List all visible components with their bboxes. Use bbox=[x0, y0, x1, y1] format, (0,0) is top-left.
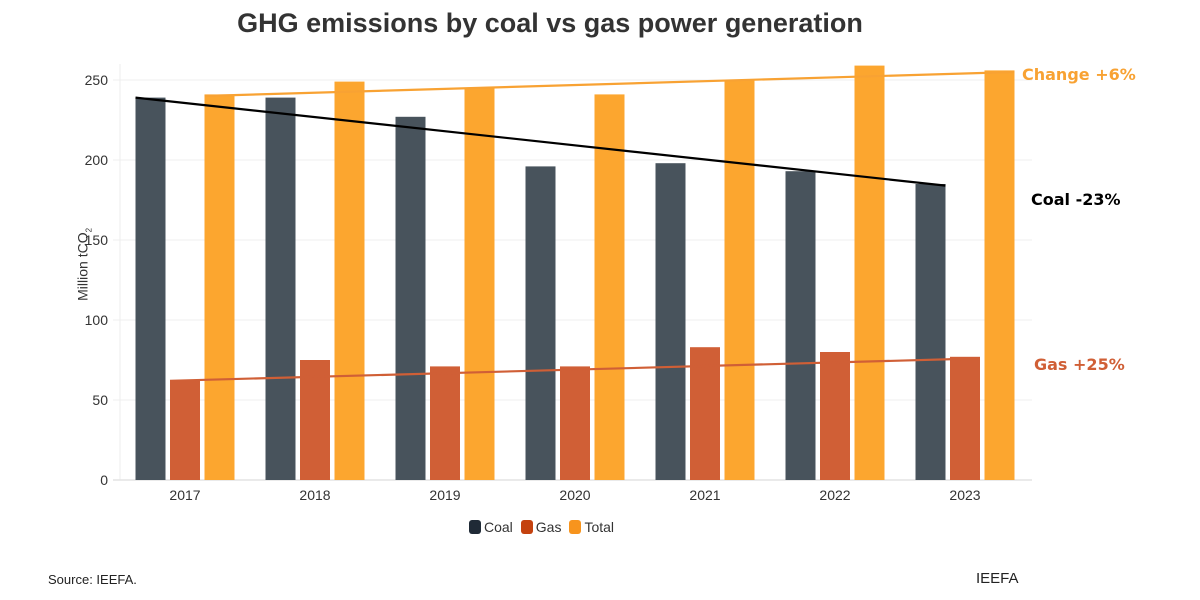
x-tick-label: 2019 bbox=[429, 487, 460, 503]
trendline-coal bbox=[135, 96, 946, 187]
y-tick-label: 150 bbox=[85, 232, 109, 248]
x-tick-labels: 2017 2018 2019 2020 2021 2022 2023 bbox=[169, 487, 980, 503]
y-tick-label: 250 bbox=[85, 72, 109, 88]
bar-gas-2020 bbox=[560, 366, 590, 480]
x-tick-label: 2017 bbox=[169, 487, 200, 503]
legend-item-total[interactable]: Total bbox=[569, 519, 614, 535]
bar-total-2021 bbox=[724, 80, 755, 480]
y-tick-label: 0 bbox=[100, 472, 108, 488]
trendline-gas bbox=[169, 357, 981, 382]
legend-swatch-coal bbox=[468, 520, 481, 534]
legend-swatch-total bbox=[569, 520, 582, 534]
trendline-total bbox=[204, 70, 1015, 98]
bar-coal-2018 bbox=[265, 97, 296, 480]
bar-gas-2019 bbox=[430, 366, 460, 480]
bar-gas-2017 bbox=[170, 380, 200, 480]
bar-total-2023 bbox=[984, 70, 1015, 481]
x-tick-label: 2022 bbox=[819, 487, 850, 503]
source-note: Source: IEEFA. bbox=[48, 572, 137, 587]
y-tick-labels: 0 50 100 150 200 250 bbox=[85, 72, 109, 488]
annotation-coal-change: Coal -23% bbox=[1031, 190, 1121, 209]
bar-total-2017 bbox=[204, 94, 235, 481]
y-tick-label: 100 bbox=[85, 312, 109, 328]
bar-gas-2023 bbox=[950, 356, 980, 480]
legend-item-gas[interactable]: Gas bbox=[520, 519, 562, 535]
bar-coal-2019 bbox=[395, 116, 426, 481]
x-tick-label: 2023 bbox=[949, 487, 980, 503]
bar-coal-2020 bbox=[525, 166, 556, 480]
y-tick-label: 200 bbox=[85, 152, 109, 168]
bar-coal-2017 bbox=[135, 97, 166, 480]
annotation-total-change: Change +6% bbox=[1022, 65, 1136, 84]
bar-gas-2018 bbox=[300, 360, 330, 480]
annotation-gas-change: Gas +25% bbox=[1034, 355, 1125, 374]
bar-total-2019 bbox=[464, 88, 495, 480]
x-tick-label: 2021 bbox=[689, 487, 720, 503]
chart-title: GHG emissions by coal vs gas power gener… bbox=[237, 8, 863, 38]
brand-label: IEEFA bbox=[976, 570, 1019, 587]
x-tick-label: 2020 bbox=[559, 487, 590, 503]
bar-coal-2022 bbox=[785, 171, 816, 480]
bar-total-2018 bbox=[334, 81, 365, 480]
x-tick-label: 2018 bbox=[299, 487, 330, 503]
bar-total-2022 bbox=[854, 65, 885, 480]
legend-swatch-gas bbox=[520, 520, 533, 534]
legend-label-coal: Coal bbox=[483, 519, 513, 535]
legend-item-coal[interactable]: Coal bbox=[468, 519, 513, 535]
bar-coal-2023 bbox=[915, 184, 946, 480]
legend-label-gas: Gas bbox=[535, 519, 562, 535]
legend-label-total: Total bbox=[584, 519, 615, 535]
bar-coal-2021 bbox=[655, 163, 686, 480]
y-tick-label: 50 bbox=[92, 392, 108, 408]
bar-gas-2021 bbox=[690, 347, 720, 480]
bar-total-2020 bbox=[594, 94, 625, 481]
bars bbox=[135, 65, 1015, 481]
legend: Coal Gas Total bbox=[0, 519, 1083, 535]
trendlines bbox=[135, 70, 1015, 382]
bar-gas-2022 bbox=[820, 352, 850, 480]
